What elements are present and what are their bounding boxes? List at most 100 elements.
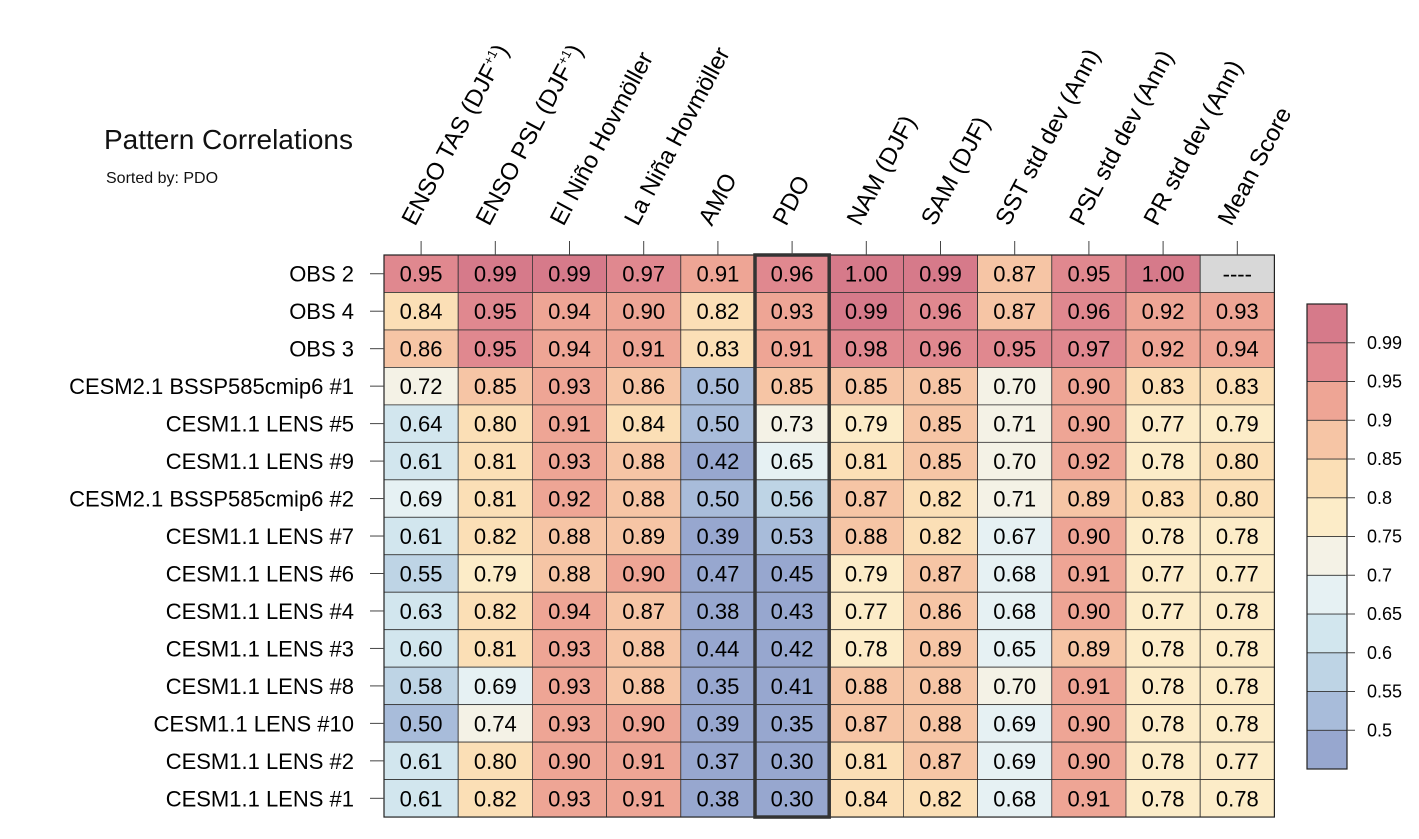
heatmap-cell <box>1051 516 1127 556</box>
heatmap-cell <box>606 404 682 443</box>
row-labels: OBS 2 OBS 4 OBS 3 CESM2.1 BSSP585cmip6 #1 CE… <box>69 262 384 811</box>
heatmap-cell <box>903 554 979 593</box>
cell-value-label: 0.84 <box>845 786 888 811</box>
heatmap-cell <box>1199 516 1275 556</box>
cell-value-label: 0.97 <box>1067 337 1110 362</box>
cell-value-label: 0.96 <box>1067 299 1110 324</box>
heatmap-cell <box>754 741 830 780</box>
row-label-cesm1-1-lens-10: CESM1.1 LENS #10 <box>153 711 354 736</box>
heatmap-cell <box>1125 254 1201 293</box>
heatmap-cell <box>457 741 533 780</box>
heatmap-cell-labels: 0.95 0.99 0.99 0.97 0.91 0.96 1.00 0.99 0.87 0.95… <box>400 262 1259 812</box>
cell-value-label: 0.88 <box>548 524 591 549</box>
cell-value-label: 0.72 <box>400 374 443 399</box>
row-label-cesm1-1-lens-8: CESM1.1 LENS #8 <box>166 674 354 699</box>
cell-value-label: 0.78 <box>1216 636 1259 661</box>
row-label-cesm2-1-bssp585cmip6-1: CESM2.1 BSSP585cmip6 #1 <box>69 374 354 399</box>
heatmap-cell <box>1051 404 1127 443</box>
cell-value-label: 0.88 <box>622 674 665 699</box>
cell-value-label: 0.64 <box>400 412 443 437</box>
heatmap-cell <box>383 629 459 668</box>
cell-value-label: 0.78 <box>1142 524 1185 549</box>
cell-value-label: 0.79 <box>474 561 517 586</box>
cell-value-label: 0.92 <box>1142 299 1185 324</box>
cell-value-label: 0.41 <box>771 674 814 699</box>
cell-value-label: 0.91 <box>548 412 591 437</box>
cell-value-label: 0.96 <box>919 299 962 324</box>
colorbar-segment <box>1306 303 1348 344</box>
colorbar-segment <box>1306 458 1348 499</box>
heatmap-cell <box>1051 367 1127 406</box>
heatmap-cell <box>606 779 682 818</box>
heatmap-cell <box>903 292 979 331</box>
heatmap-cell <box>383 554 459 593</box>
column-label-pdo: PDO <box>768 171 816 230</box>
cell-value-label: 0.83 <box>1142 374 1185 399</box>
heatmap-cell <box>606 479 682 518</box>
cell-value-label: 0.93 <box>548 449 591 474</box>
column-label-mean-score: Mean Score <box>1213 103 1298 230</box>
heatmap-cell <box>457 704 533 743</box>
cell-value-label: 0.78 <box>1142 449 1185 474</box>
cell-value-label: 0.81 <box>474 487 517 512</box>
cell-value-label: 0.70 <box>993 374 1036 399</box>
cell-value-label: 0.69 <box>474 674 517 699</box>
cell-value-label: 0.88 <box>622 636 665 661</box>
cell-value-label: 0.96 <box>771 262 814 287</box>
cell-value-label: 0.88 <box>919 711 962 736</box>
heatmap-cell <box>457 779 533 818</box>
cell-value-label: 0.53 <box>771 524 814 549</box>
cell-value-label: 0.99 <box>919 262 962 287</box>
heatmap-cell <box>606 629 682 668</box>
row-label-cesm1-1-lens-4: CESM1.1 LENS #4 <box>166 599 354 624</box>
cell-value-label: 0.61 <box>400 449 443 474</box>
cell-value-label: 0.88 <box>622 449 665 474</box>
heatmap-cell <box>680 741 756 780</box>
cell-value-label: 0.91 <box>622 337 665 362</box>
heatmap-cell <box>606 741 682 780</box>
row-label-obs-2: OBS 2 <box>289 262 354 287</box>
cell-value-label: 0.69 <box>400 487 443 512</box>
heatmap-cell <box>532 479 608 518</box>
cell-value-label: 0.50 <box>696 374 739 399</box>
heatmap-cell <box>1199 629 1275 668</box>
heatmap-cell <box>383 254 459 293</box>
cell-value-label: 0.74 <box>474 711 517 736</box>
cell-value-label: 0.42 <box>771 636 814 661</box>
heatmap-cell <box>754 591 830 631</box>
heatmap-cell <box>383 666 459 706</box>
chart-subtitle: Sorted by: PDO <box>106 170 219 187</box>
heatmap-cell <box>606 554 682 593</box>
cell-value-label: 0.87 <box>919 561 962 586</box>
heatmap-cell <box>903 479 979 518</box>
heatmap-cell <box>1051 441 1127 481</box>
cell-value-label: 0.87 <box>919 749 962 774</box>
cell-value-label: 0.78 <box>1216 674 1259 699</box>
cell-value-label: 0.70 <box>993 674 1036 699</box>
heatmap-cell <box>828 254 904 293</box>
heatmap-cell <box>457 666 533 706</box>
cell-value-label: 0.39 <box>696 711 739 736</box>
heatmap-cell <box>754 779 830 818</box>
cell-value-label: 0.38 <box>696 599 739 624</box>
column-labels: ENSO TAS (DJF+1)ENSO PSL (DJF+1)El Niño … <box>397 40 1298 255</box>
heatmap-cell <box>1199 441 1275 481</box>
cell-value-label: 0.91 <box>622 749 665 774</box>
heatmap-cell <box>680 516 756 556</box>
cell-value-label: 0.50 <box>696 412 739 437</box>
cell-value-label: 0.92 <box>1142 337 1185 362</box>
row-label-cesm1-1-lens-6: CESM1.1 LENS #6 <box>166 561 354 586</box>
cell-value-label: 0.87 <box>993 299 1036 324</box>
cell-value-label: 0.85 <box>771 374 814 399</box>
cell-value-label: 0.70 <box>993 449 1036 474</box>
heatmap-cell <box>1051 704 1127 743</box>
colorbar-segment <box>1306 691 1348 731</box>
heatmap-cell <box>457 479 533 518</box>
cell-value-label: 0.87 <box>845 711 888 736</box>
heatmap-cell <box>606 666 682 706</box>
heatmap-cell <box>1125 516 1201 556</box>
cell-value-label: 0.80 <box>1216 487 1259 512</box>
heatmap-cell <box>977 779 1053 818</box>
heatmap-cell <box>532 292 608 331</box>
